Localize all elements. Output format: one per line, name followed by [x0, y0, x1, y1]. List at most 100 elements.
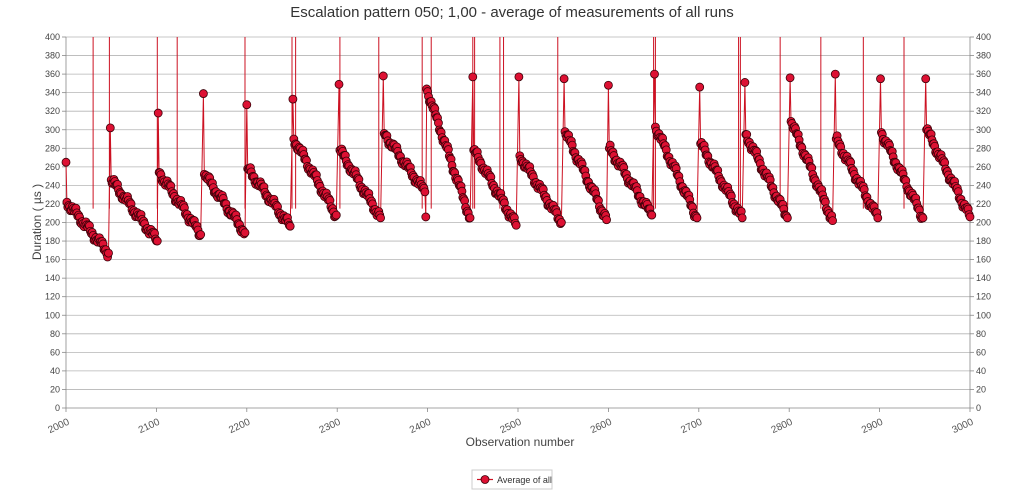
y-tick-label-left: 380	[45, 51, 60, 61]
y-tick-label-left: 240	[45, 180, 60, 190]
data-point	[785, 73, 795, 83]
y-tick-label-right: 400	[976, 32, 991, 42]
y-tick-label-right: 320	[976, 106, 991, 116]
y-axis-left: 0 20 40 60 80 100 120 140 160 180 200 220 240 260 280 3…	[45, 32, 66, 413]
y-tick-label-right: 240	[976, 180, 991, 190]
y-tick-label-left: 300	[45, 125, 60, 135]
y-tick-label-left: 260	[45, 162, 60, 172]
data-point	[873, 213, 883, 223]
data-point	[828, 216, 837, 226]
data-point	[196, 230, 206, 239]
data-point	[242, 100, 252, 110]
data-point	[465, 213, 475, 223]
y-tick-label-left: 400	[45, 32, 60, 42]
data-point	[334, 79, 344, 89]
y-tick-label-right: 360	[976, 69, 991, 79]
legend-marker-icon	[480, 475, 490, 484]
y-tick-label-left: 20	[50, 384, 60, 394]
data-point	[421, 212, 431, 222]
y-tick-label-left: 0	[55, 403, 60, 413]
data-point	[105, 123, 115, 133]
y-tick-label-right: 380	[976, 51, 991, 61]
y-tick-label-right: 120	[976, 292, 991, 302]
y-tick-label-right: 60	[976, 347, 986, 357]
data-point	[331, 210, 341, 220]
y-tick-label-right: 100	[976, 310, 991, 320]
y-tick-label-right: 340	[976, 88, 991, 98]
legend-box	[471, 469, 553, 490]
y-tick-label-right: 220	[976, 199, 991, 209]
x-tick-label: 2900	[860, 417, 885, 437]
x-tick-label: 2800	[770, 417, 795, 437]
y-tick-label-left: 40	[50, 366, 60, 376]
y-axis-right: 0 20 40 60 80 100 120 140 160 180 200 220 240 260 280 3…	[970, 32, 991, 413]
data-point	[199, 89, 208, 98]
data-point	[420, 187, 430, 197]
y-tick-label-left: 60	[50, 347, 60, 357]
data-point	[740, 78, 750, 87]
x-tick-label: 2100	[137, 417, 162, 437]
data-point	[61, 157, 71, 167]
y-tick-label-right: 280	[976, 143, 991, 153]
data-point	[514, 72, 524, 82]
x-tick-label: 2000	[46, 417, 71, 437]
y-tick-label-right: 40	[976, 366, 986, 376]
y-tick-label-right: 260	[976, 162, 991, 172]
y-tick-label-right: 80	[976, 329, 986, 339]
x-tick-label: 2500	[498, 417, 523, 437]
data-point	[918, 213, 928, 223]
data-point	[602, 215, 611, 225]
data-point	[288, 94, 298, 104]
y-tick-label-left: 100	[45, 310, 60, 320]
data-point	[378, 71, 388, 81]
data-point	[104, 248, 113, 258]
data-point	[285, 221, 295, 231]
data-point	[647, 210, 657, 220]
x-axis: 2000 2100 2200 2300 2400 2500 2600 2700 2800 2900…	[46, 408, 976, 437]
data-point	[737, 213, 747, 223]
x-tick-label: 2700	[679, 417, 704, 437]
data-point	[782, 213, 792, 223]
data-point	[965, 212, 975, 222]
y-tick-label-right: 20	[976, 384, 986, 394]
legend[interactable]: Average of all	[471, 469, 553, 490]
data-point	[153, 108, 163, 118]
data-point	[152, 236, 162, 246]
data-point	[511, 220, 521, 230]
data-point	[468, 72, 478, 82]
y-tick-label-right: 0	[976, 403, 981, 413]
series-average-of-all	[61, 37, 975, 262]
y-tick-label-left: 320	[45, 106, 60, 116]
y-tick-label-left: 180	[45, 236, 60, 246]
data-point	[559, 74, 569, 84]
data-point	[376, 213, 385, 223]
data-point	[604, 80, 613, 90]
y-tick-label-right: 300	[976, 125, 991, 135]
y-tick-label-left: 200	[45, 218, 60, 228]
y-tick-label-left: 220	[45, 199, 60, 209]
y-tick-label-left: 120	[45, 292, 60, 302]
data-point	[556, 218, 566, 227]
data-point	[650, 69, 659, 79]
y-tick-label-left: 140	[45, 273, 60, 283]
y-tick-label-left: 340	[45, 88, 60, 98]
x-tick-label: 2200	[227, 417, 252, 437]
x-tick-label: 3000	[950, 417, 975, 437]
x-axis-title: Observation number	[466, 435, 575, 449]
y-tick-label-right: 160	[976, 255, 991, 265]
x-tick-label: 2300	[318, 417, 343, 437]
y-tick-label-right: 140	[976, 273, 991, 283]
y-tick-label-right: 200	[976, 218, 991, 228]
y-tick-label-left: 280	[45, 143, 60, 153]
data-point	[876, 74, 885, 84]
data-point	[692, 213, 702, 223]
x-tick-label: 2400	[408, 417, 433, 437]
data-point	[921, 74, 931, 84]
y-tick-label-left: 360	[45, 69, 60, 79]
chart-title: Escalation pattern 050; 1,00 - average o…	[290, 4, 734, 21]
y-tick-label-right: 180	[976, 236, 991, 246]
data-point	[240, 228, 250, 238]
y-axis-title: Duration ( µs )	[30, 184, 44, 260]
y-tick-label-left: 160	[45, 255, 60, 265]
